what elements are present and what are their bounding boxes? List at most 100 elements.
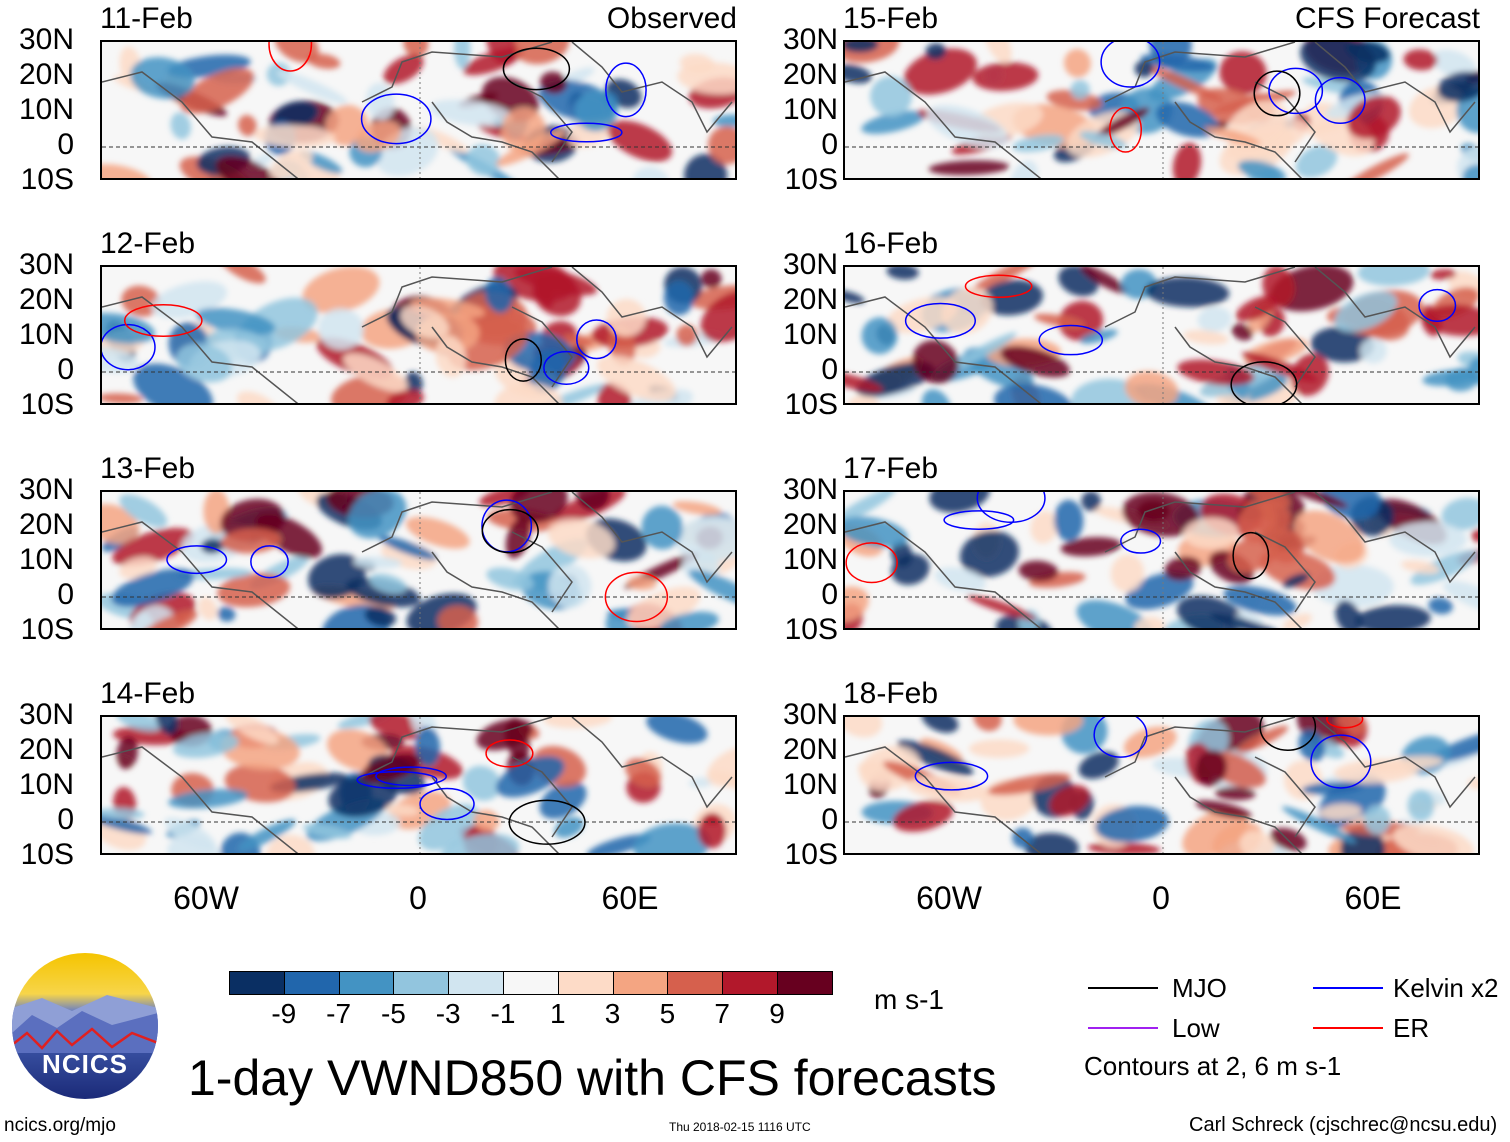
latitude-label: 20N	[18, 508, 74, 541]
longitude-label: 60E	[1344, 880, 1402, 916]
wind-anomaly-blob	[903, 48, 977, 95]
er-contour	[485, 739, 534, 768]
wind-anomaly-blob	[102, 810, 152, 835]
wind-anomaly-blob	[119, 494, 168, 528]
wind-anomaly-blob	[845, 492, 896, 526]
latitude-label: 30N	[782, 248, 838, 281]
wind-anomaly-blob	[1215, 786, 1256, 801]
kelvin-contour	[1314, 76, 1366, 124]
wind-anomaly-blob	[102, 504, 140, 544]
wind-anomaly-blob	[429, 99, 514, 127]
wind-anomaly-blob	[1079, 329, 1118, 344]
latitude-label: 20N	[782, 283, 838, 316]
wind-anomaly-blob	[102, 808, 145, 820]
wind-anomaly-blob	[688, 569, 735, 609]
mjo-contour	[1232, 531, 1270, 580]
colorbar-tick-label: 9	[769, 998, 785, 1029]
latitude-label: 20N	[18, 58, 74, 91]
wind-anomaly-blob	[236, 391, 280, 403]
wind-anomaly-blob	[941, 287, 993, 334]
wind-anomaly-blob	[302, 267, 380, 314]
kelvin-contour	[1093, 717, 1148, 758]
wind-anomaly-blob	[1401, 560, 1440, 574]
wind-anomaly-blob	[1247, 492, 1290, 508]
wind-anomaly-blob	[302, 823, 352, 839]
wind-anomaly-blob	[1054, 499, 1084, 542]
panel-source-label: CFS Forecast	[1294, 2, 1480, 35]
wind-anomaly-blob	[385, 804, 419, 816]
wind-anomaly-blob	[1076, 600, 1154, 628]
wind-anomaly-blob	[1441, 497, 1478, 530]
latitude-label: 20N	[18, 283, 74, 316]
latitude-label: 20N	[18, 733, 74, 766]
wind-anomaly-blob	[607, 120, 673, 162]
latitude-label: 10N	[782, 93, 838, 126]
wind-anomaly-blob	[897, 740, 974, 776]
kelvin-contour	[1100, 42, 1161, 88]
wind-anomaly-blob	[1110, 554, 1145, 592]
wind-anomaly-blob	[968, 739, 1030, 758]
wind-anomaly-blob	[912, 340, 959, 384]
wind-anomaly-blob	[130, 57, 195, 99]
wind-anomaly-blob	[950, 332, 1017, 371]
latitude-label: 10S	[784, 838, 838, 871]
wind-anomaly-blob	[136, 610, 198, 628]
latitude-label: 30N	[18, 23, 74, 56]
wind-anomaly-blob	[1281, 806, 1357, 844]
er-contour	[964, 274, 1033, 299]
wind-anomaly-blob	[966, 594, 1037, 620]
wind-anomaly-blob	[539, 781, 587, 819]
wind-anomaly-blob	[984, 42, 1012, 64]
wind-anomaly-blob	[659, 611, 719, 628]
wind-anomaly-blob	[1422, 369, 1477, 387]
colorbar-swatch	[558, 972, 614, 994]
wind-anomaly-blob	[1145, 277, 1230, 308]
wind-anomaly-blob	[168, 788, 248, 809]
wind-anomaly-blob	[217, 573, 291, 608]
wind-anomaly-blob	[1410, 550, 1478, 585]
wind-anomaly-blob	[496, 756, 565, 798]
wind-anomaly-blob	[1176, 595, 1246, 628]
wind-anomaly-blob	[1018, 560, 1059, 582]
wind-anomaly-blob	[180, 68, 254, 114]
colorbar-swatch	[777, 972, 832, 994]
panel-date: 18-Feb	[843, 677, 939, 710]
wind-anomaly-blob	[972, 62, 1039, 91]
kelvin-contour	[1120, 528, 1162, 554]
wind-anomaly-blob	[400, 305, 450, 339]
wind-anomaly-blob	[1262, 267, 1295, 307]
longitude-label: 60E	[601, 880, 659, 916]
legend-kelvin-line	[1313, 987, 1383, 989]
colorbar-tick-label: -5	[380, 998, 406, 1029]
wind-anomaly-blob	[1340, 153, 1409, 178]
wind-anomaly-blob	[845, 290, 865, 304]
wind-anomaly-blob	[1063, 48, 1091, 78]
wind-anomaly-blob	[485, 276, 513, 314]
latitude-label: 10N	[782, 768, 838, 801]
wind-anomaly-blob	[1437, 71, 1478, 102]
wind-anomaly-blob	[1125, 572, 1194, 610]
wind-anomaly-blob	[1223, 585, 1297, 616]
wind-anomaly-blob	[1183, 517, 1239, 549]
wind-anomaly-blob	[119, 557, 157, 579]
legend-mjo-line	[1088, 987, 1158, 989]
wind-anomaly-blob	[679, 53, 715, 74]
map-panel	[843, 265, 1480, 405]
wind-anomaly-blob	[1407, 789, 1435, 822]
er-contour	[123, 303, 203, 338]
wind-anomaly-blob	[1457, 351, 1478, 371]
wind-anomaly-blob	[1355, 605, 1431, 628]
wind-anomaly-blob	[1183, 329, 1229, 345]
colorbar-tick-label: -9	[271, 998, 297, 1029]
wind-anomaly-blob	[353, 556, 403, 569]
latitude-label: 30N	[782, 23, 838, 56]
wind-anomaly-blob	[102, 164, 152, 178]
wind-anomaly-blob	[415, 726, 441, 767]
wind-anomaly-blob	[505, 517, 531, 559]
wind-anomaly-blob	[625, 758, 662, 787]
website-link[interactable]: ncics.org/mjo	[4, 1115, 116, 1136]
wind-anomaly-blob	[921, 389, 952, 403]
colorbar-swatch	[339, 972, 395, 994]
wind-anomaly-blob	[454, 42, 471, 70]
wind-anomaly-blob	[1298, 730, 1326, 762]
